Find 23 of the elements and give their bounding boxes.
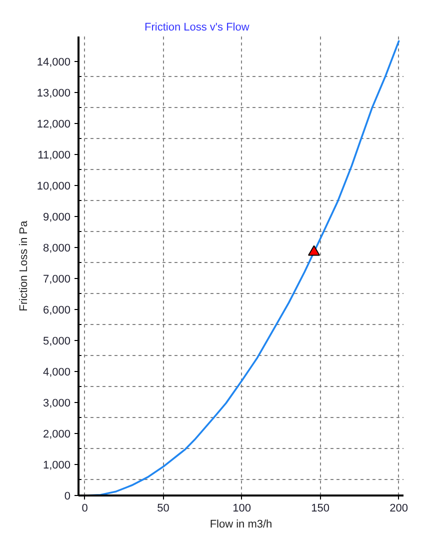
y-tick-label: 8,000 <box>42 242 71 254</box>
y-tick-label: 4,000 <box>42 366 71 378</box>
x-tick-label: 150 <box>311 502 330 514</box>
y-tick-label: 14,000 <box>36 56 71 68</box>
y-tick-label: 10,000 <box>36 180 71 192</box>
y-tick-label: 12,000 <box>36 118 71 130</box>
y-tick-label: 11,000 <box>38 149 70 162</box>
x-tick-label: 50 <box>157 502 170 514</box>
y-tick-label: 7,000 <box>42 273 71 286</box>
y-tick-label: 6,000 <box>42 304 71 316</box>
x-tick-label: 0 <box>82 502 88 514</box>
x-tick-label: 200 <box>390 502 408 514</box>
y-tick-label: 5,000 <box>42 335 71 348</box>
y-tick-label: 13,000 <box>36 87 71 100</box>
y-tick-label: 0 <box>64 490 71 502</box>
chart-title: Friction Loss v's Flow <box>144 22 250 34</box>
y-tick-label: 3,000 <box>42 397 71 410</box>
x-axis-title: Flow in m3/h <box>210 518 272 530</box>
y-tick-label: 2,000 <box>42 428 71 440</box>
y-tick-label: 1,000 <box>42 459 71 472</box>
y-tick-label: 9,000 <box>42 211 71 224</box>
x-tick-label: 100 <box>232 502 251 514</box>
y-axis-title: Friction Loss in Pa <box>18 220 30 312</box>
